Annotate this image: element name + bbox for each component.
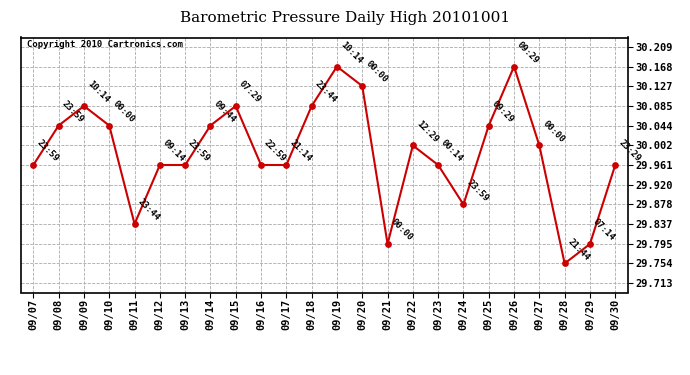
Text: 23:59: 23:59 [34,138,60,164]
Point [281,162,292,168]
Text: Barometric Pressure Daily High 20101001: Barometric Pressure Daily High 20101001 [180,11,510,25]
Text: 07:29: 07:29 [237,79,262,105]
Point [129,221,140,227]
Point [104,123,115,129]
Point [255,162,266,168]
Text: 00:00: 00:00 [389,217,414,243]
Text: 09:14: 09:14 [161,138,186,164]
Point [559,261,570,267]
Point [230,103,241,109]
Text: 23:59: 23:59 [465,178,490,203]
Point [534,142,545,148]
Point [79,103,90,109]
Text: 00:14: 00:14 [440,138,465,164]
Point [179,162,190,168]
Text: 09:29: 09:29 [490,99,515,124]
Text: 23:44: 23:44 [136,197,161,223]
Text: 22:59: 22:59 [262,138,288,164]
Text: 09:44: 09:44 [212,99,237,124]
Text: Copyright 2010 Cartronics.com: Copyright 2010 Cartronics.com [27,40,183,49]
Text: 09:29: 09:29 [515,40,541,65]
Point [407,142,418,148]
Point [433,162,444,168]
Point [205,123,216,129]
Text: 10:14: 10:14 [86,79,110,105]
Text: 21:44: 21:44 [566,237,591,262]
Text: 23:29: 23:29 [617,138,642,164]
Text: 23:59: 23:59 [60,99,86,124]
Text: 23:44: 23:44 [313,79,338,105]
Point [331,63,342,69]
Text: 00:00: 00:00 [364,59,389,85]
Text: 10:14: 10:14 [338,40,364,65]
Text: 23:59: 23:59 [186,138,212,164]
Point [483,123,494,129]
Point [155,162,166,168]
Text: 07:14: 07:14 [591,217,617,243]
Point [28,162,39,168]
Point [357,83,368,89]
Point [610,162,621,168]
Point [458,201,469,207]
Point [306,103,317,109]
Point [53,123,64,129]
Point [509,63,520,69]
Text: 12:29: 12:29 [414,119,440,144]
Point [382,241,393,247]
Point [584,241,595,247]
Text: 21:14: 21:14 [288,138,313,164]
Text: 00:00: 00:00 [110,99,136,124]
Text: 00:00: 00:00 [541,119,566,144]
